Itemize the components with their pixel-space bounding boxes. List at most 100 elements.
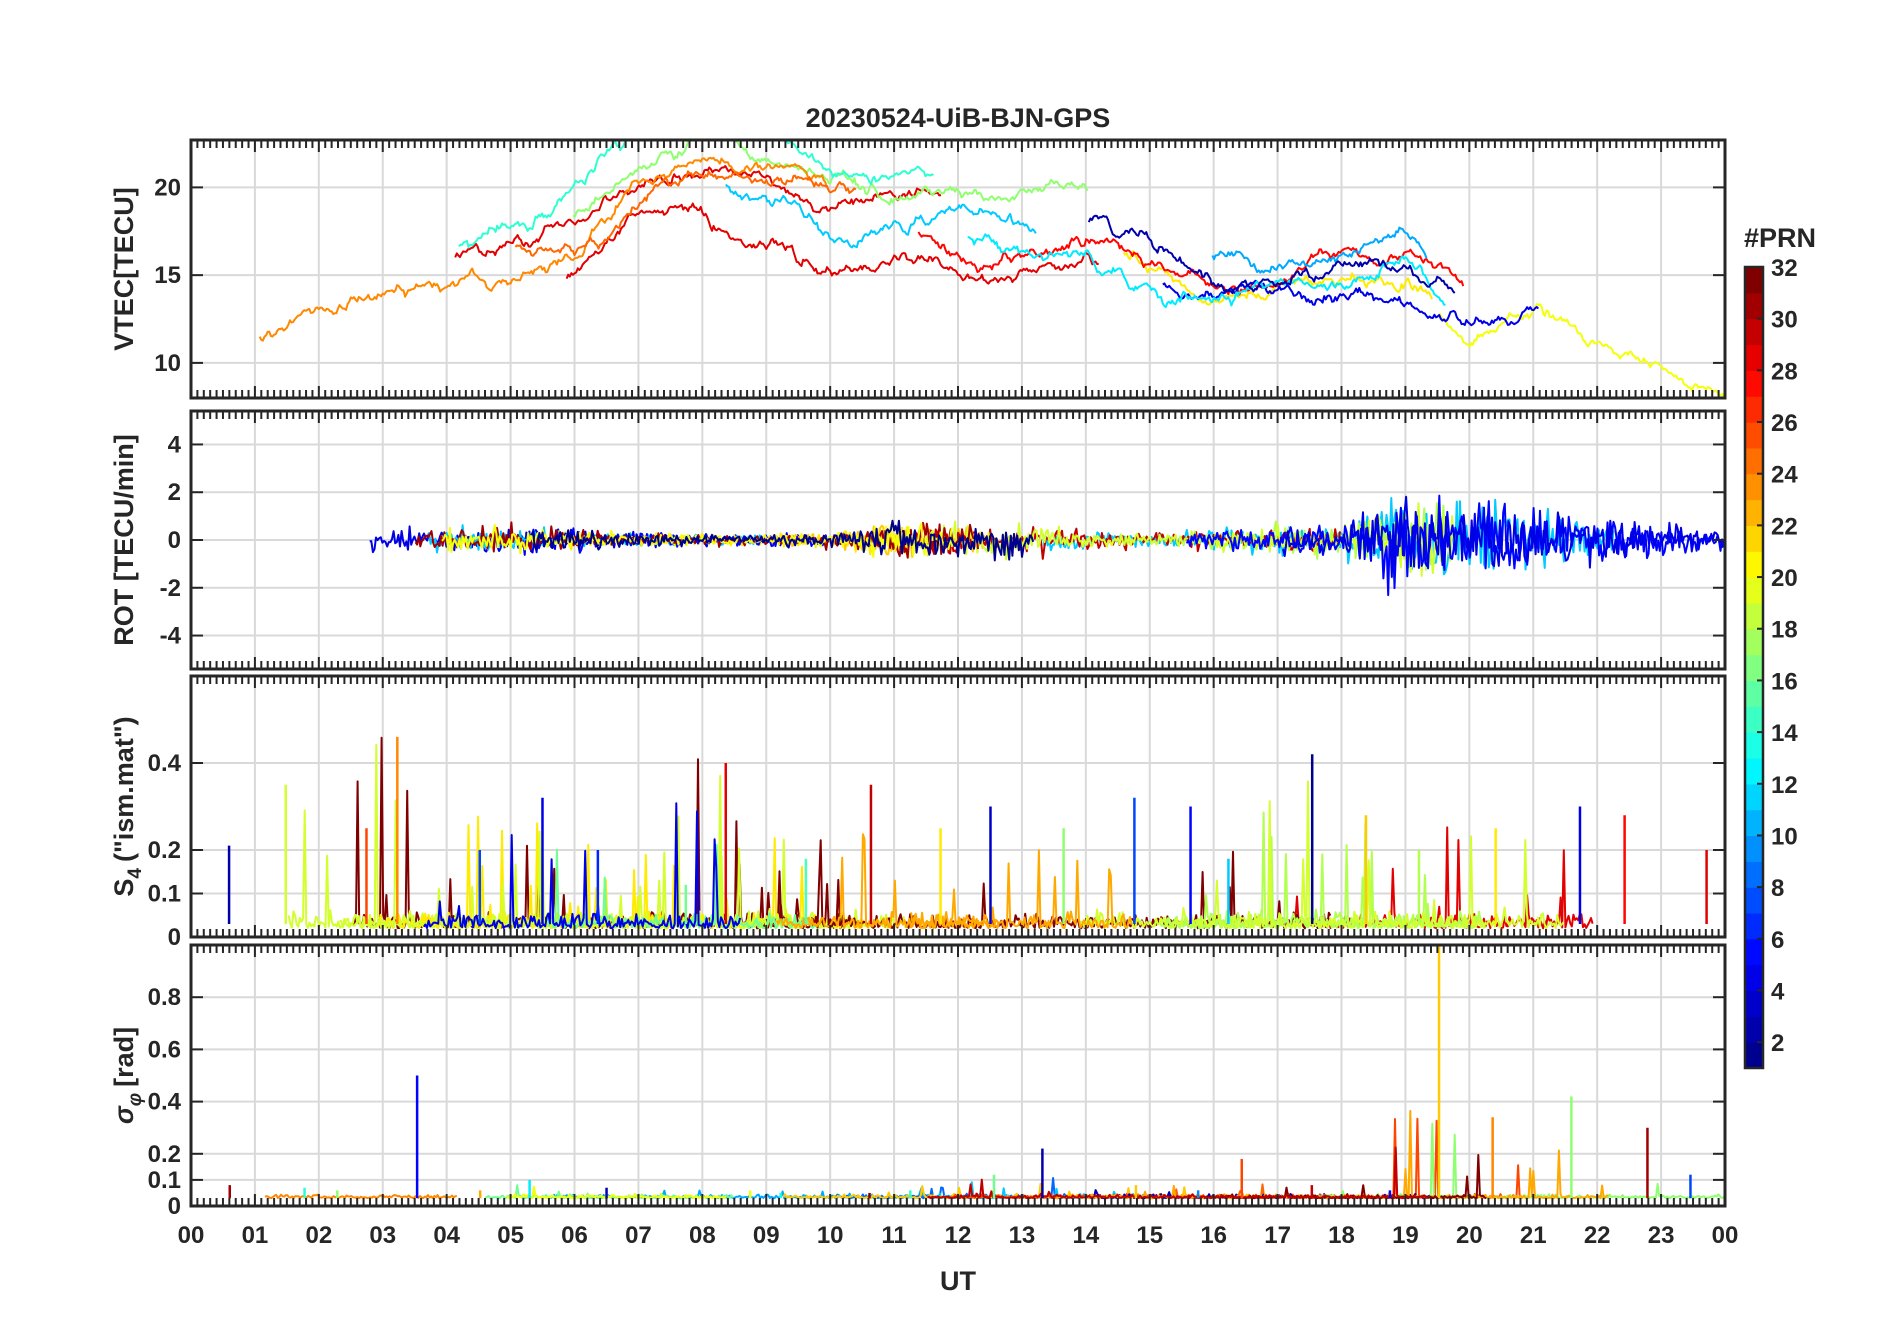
- x-tick-label: 11: [881, 1222, 906, 1249]
- colorbar-band: [1745, 499, 1763, 526]
- colorbar-tick-label: 30: [1771, 307, 1798, 334]
- y-tick-label: 20: [154, 174, 181, 201]
- panel-s4: 0 0.1 0.2 0.4 S4 ("ism.mat"): [109, 674, 1727, 951]
- panel-rot: -4 -2 0 2 4 ROT [TECU/min]: [109, 409, 1727, 671]
- colorbar-tick-label: 12: [1771, 772, 1798, 799]
- colorbar-band: [1745, 809, 1763, 837]
- colorbar-tick-label: 10: [1771, 823, 1798, 850]
- x-tick-label: 23: [1648, 1222, 1675, 1249]
- colorbar-tick-label: 28: [1771, 358, 1798, 385]
- y-tick-label: 0.2: [148, 837, 181, 864]
- colorbar-band: [1745, 473, 1763, 501]
- y-label-tail: [rad]: [109, 1027, 139, 1087]
- colorbar-label: #PRN: [1744, 223, 1816, 253]
- colorbar-band: [1745, 318, 1763, 346]
- colorbar-band: [1745, 370, 1763, 397]
- x-tick-label: 15: [1136, 1222, 1163, 1249]
- y-tick-label: 0.8: [148, 984, 181, 1011]
- colorbar-tick-label: 16: [1771, 668, 1798, 695]
- y-tick-label: 0.4: [148, 750, 182, 777]
- colorbar-tick-label: 32: [1771, 255, 1798, 282]
- prn-trace: [725, 183, 1037, 249]
- x-tick-label: 07: [625, 1222, 652, 1249]
- prn-trace: [264, 1193, 458, 1200]
- x-tick-label: 10: [817, 1222, 844, 1249]
- colorbar-tick-label: 14: [1771, 720, 1798, 747]
- prn-trace: [1211, 226, 1428, 274]
- colorbar-frame: [1743, 265, 1765, 1070]
- traces: [227, 736, 1708, 930]
- colorbar-band: [1745, 1042, 1763, 1069]
- y-label-sub: φ: [125, 1093, 146, 1106]
- y-tick-label: 0: [168, 527, 181, 554]
- colorbar-band: [1745, 964, 1763, 992]
- colorbar-band: [1745, 938, 1763, 966]
- y-tick-label: 0.6: [148, 1036, 181, 1063]
- colorbar-tick-label: 8: [1771, 875, 1784, 902]
- colorbar-band: [1745, 551, 1763, 578]
- colorbar-band: [1745, 267, 1763, 294]
- y-tick-label: 15: [154, 262, 181, 289]
- prn-trace: [927, 1146, 1428, 1200]
- prn-trace: [1282, 495, 1725, 578]
- y-tick-label: -4: [160, 623, 182, 650]
- colorbar-band: [1745, 732, 1763, 759]
- colorbar-tick-label: 18: [1771, 617, 1798, 644]
- y-tick-label: -2: [160, 575, 181, 602]
- prn-trace: [565, 202, 1099, 285]
- y-axis-label: ROT [TECU/min]: [109, 434, 139, 645]
- colorbar-tick-label: 22: [1771, 513, 1798, 540]
- x-tick-label: 05: [497, 1222, 524, 1249]
- x-axis-label: UT: [940, 1266, 976, 1296]
- x-tick-label: 02: [305, 1222, 332, 1249]
- colorbar-band: [1745, 835, 1763, 862]
- prn-trace: [775, 833, 1000, 930]
- prn-trace: [572, 140, 1089, 218]
- prn-trace: [782, 1182, 1267, 1200]
- panel-sigma_phi: 00.10.2 0.4 0.6 0.8 σφ [rad]: [109, 943, 1727, 1220]
- colorbar-band: [1745, 292, 1763, 320]
- y-tick-label: 0.1: [148, 881, 181, 908]
- y-tick-label: 10: [154, 350, 181, 377]
- prn-trace: [514, 170, 857, 257]
- x-tick-label: 06: [561, 1222, 588, 1249]
- colorbar-band: [1745, 1016, 1763, 1043]
- prn-trace: [967, 233, 1446, 309]
- colorbar-band: [1745, 861, 1763, 888]
- y-tick-label: 0.1: [148, 1167, 181, 1194]
- y-tick-label: 0.4: [148, 1089, 182, 1116]
- colorbar-band: [1745, 990, 1763, 1017]
- colorbar-tick-label: 4: [1771, 978, 1785, 1005]
- x-tick-label: 20: [1456, 1222, 1483, 1249]
- traces: [228, 945, 1725, 1200]
- prn-trace: [1438, 303, 1725, 398]
- x-tick-label: 18: [1328, 1222, 1355, 1249]
- prn-trace: [1079, 780, 1565, 930]
- traces: [369, 494, 1725, 597]
- colorbar-band: [1745, 422, 1763, 449]
- x-tick-label: 09: [753, 1222, 780, 1249]
- x-tick-label: 01: [242, 1222, 269, 1249]
- colorbar-tick-label: 6: [1771, 927, 1784, 954]
- x-tick-label: 08: [689, 1222, 716, 1249]
- y-tick-label: 0: [168, 1193, 181, 1220]
- colorbar-band: [1745, 912, 1763, 940]
- colorbar-band: [1745, 783, 1763, 811]
- colorbar-band: [1745, 396, 1763, 423]
- colorbar-band: [1745, 680, 1763, 707]
- prn-trace: [422, 802, 742, 930]
- y-axis-label: S4 ("ism.mat"): [109, 716, 146, 896]
- x-tick-label: 04: [433, 1222, 460, 1249]
- prn-trace: [506, 1185, 727, 1200]
- y-tick-label: 0: [168, 924, 181, 951]
- y-axis-label: σφ [rad]: [109, 1027, 146, 1124]
- traces: [258, 140, 1725, 398]
- y-label-main: σ: [109, 1105, 139, 1124]
- colorbar-tick-label: 26: [1771, 410, 1798, 437]
- prn-trace: [287, 774, 805, 930]
- x-tick-label: 13: [1009, 1222, 1036, 1249]
- colorbar-band: [1745, 602, 1763, 630]
- x-tick-label: 19: [1392, 1222, 1419, 1249]
